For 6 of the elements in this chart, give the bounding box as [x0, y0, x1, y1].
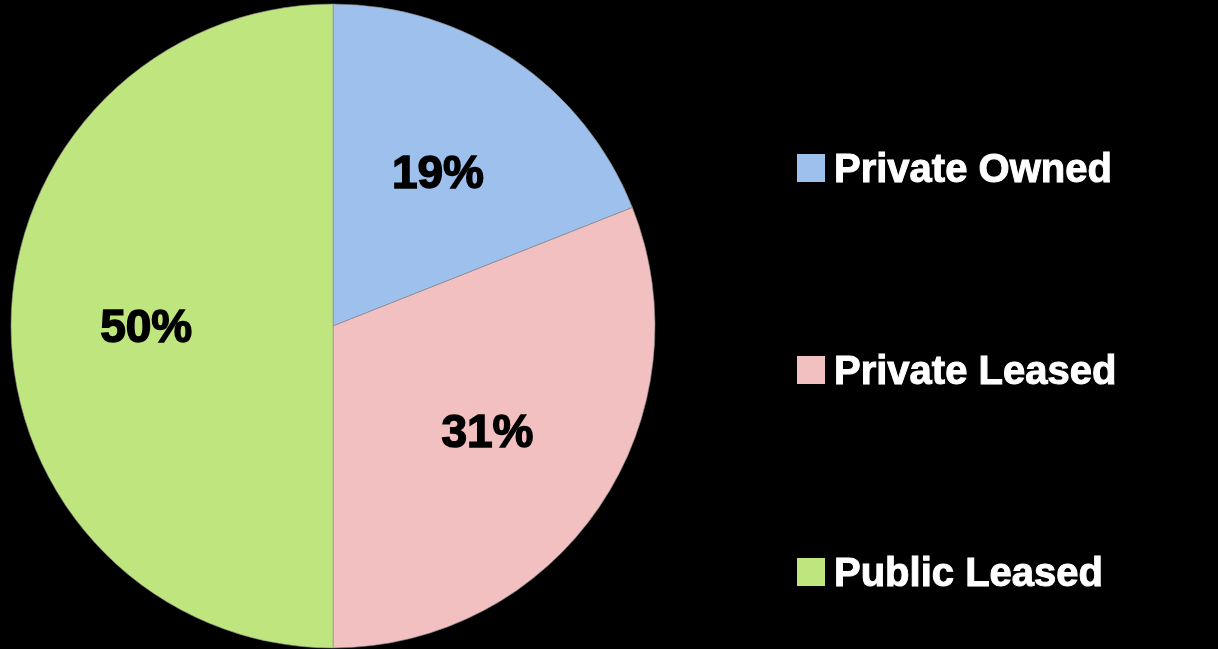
data-label: 50% [100, 300, 193, 352]
legend-label: Private Leased [834, 348, 1117, 392]
data-label: 31% [441, 404, 534, 457]
data-label: 19% [391, 145, 485, 198]
legend-label: Private Owned [834, 146, 1112, 190]
legend-label: Public Leased [834, 550, 1103, 594]
